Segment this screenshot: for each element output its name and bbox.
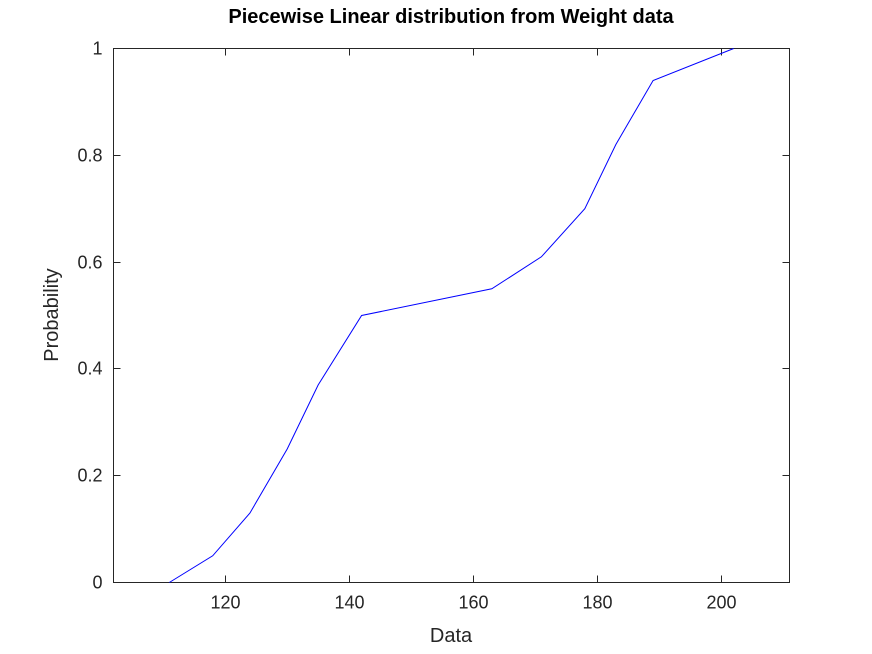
y-tick-label: 0.2 [77,466,102,486]
x-axis-label: Data [430,625,473,647]
y-tick-label: 0.6 [77,253,102,273]
y-tick-label: 1 [92,39,102,59]
y-axis-ticks: 0 0.2 0.4 0.6 0.8 1 [77,39,790,593]
y-tick-label: 0.4 [77,359,102,379]
y-tick-label: 0.8 [77,146,102,166]
series-layer [169,48,734,583]
x-tick-label: 160 [458,593,488,613]
x-tick-label: 200 [706,593,736,613]
chart-title: Piecewise Linear distribution from Weigh… [228,6,674,28]
x-tick-label: 120 [210,593,240,613]
x-tick-label: 140 [334,593,364,613]
plot-area-box [113,48,790,583]
y-tick-label: 0 [92,573,102,593]
series-line [169,48,734,583]
y-axis-label: Probability [41,268,63,361]
x-tick-label: 180 [582,593,612,613]
x-axis-ticks: 120 140 160 180 200 [210,48,737,613]
